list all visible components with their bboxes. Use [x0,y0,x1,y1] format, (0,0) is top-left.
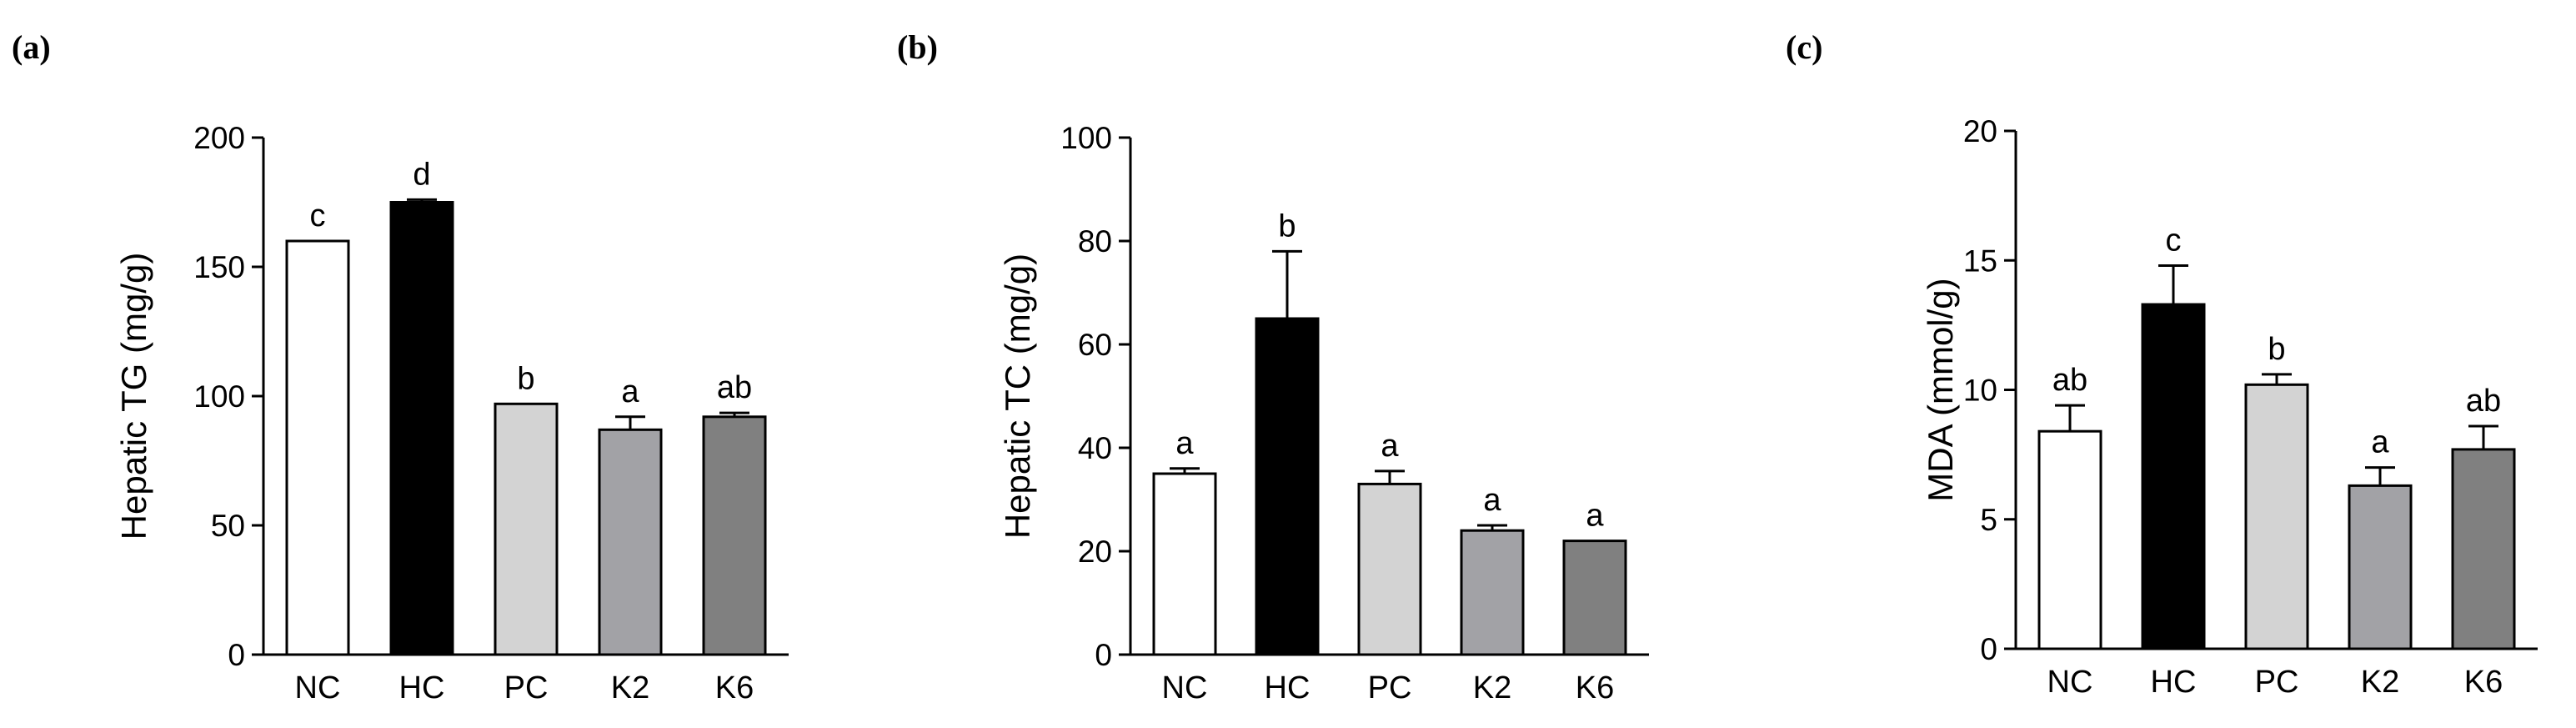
significance-label: b [2268,332,2285,367]
significance-label: ab [2052,363,2087,398]
significance-label: a [621,374,639,409]
y-axis-title: Hepatic TC (mg/g) [998,254,1037,539]
significance-label: ab [717,370,752,405]
y-tick-label: 0 [1980,632,1997,666]
chart-panel-b: (b) 0 20 40 60 80 100 Hepatic TC (mg/g) a NC b HC a P… [897,28,1649,705]
category-label: HC [2151,665,2197,700]
y-tick-label: 20 [1963,114,1997,148]
y-tick-label: 80 [1078,224,1112,259]
panel-label: (a) [12,28,51,66]
y-tick-label: 15 [1963,244,1997,278]
bar-nc [1152,472,1217,656]
chart-panel-a: (a) 0 50 100 150 200 Hepatic TG (mg/g) c NC d HC b P… [12,28,789,705]
y-axis-title: Hepatic TG (mg/g) [114,253,153,540]
significance-label: ab [2466,384,2501,419]
significance-label: c [2166,223,2182,258]
category-label: HC [399,670,445,705]
y-tick-label: 5 [1980,503,1997,537]
panel-label: (b) [897,28,938,66]
category-label: NC [295,670,341,705]
bar-hc [2141,303,2206,650]
category-label: PC [1368,670,1412,705]
bar-k6 [1562,540,1627,656]
y-tick-label: 150 [193,250,245,284]
panel-label: (c) [1786,28,1822,66]
category-label: K6 [715,670,754,705]
y-tick-label: 0 [1095,638,1112,672]
category-label: K2 [611,670,649,705]
bar-k2 [1460,529,1525,656]
category-label: K2 [1473,670,1511,705]
category-label: NC [2047,665,2093,700]
bar-nc [2037,429,2102,650]
y-tick-label: 0 [228,638,245,672]
category-label: K2 [2361,665,2399,700]
bar-k6 [702,415,767,656]
significance-label: a [1483,483,1501,518]
bar-pc [2244,383,2309,650]
bar-nc [285,239,350,656]
category-label: HC [1265,670,1311,705]
y-tick-label: 10 [1963,374,1997,408]
category-label: PC [504,670,549,705]
significance-label: a [1586,499,1604,534]
significance-label: a [1381,429,1399,464]
bar-pc [494,402,559,656]
y-tick-label: 40 [1078,431,1112,465]
bar-k2 [2348,484,2413,650]
significance-label: c [310,198,326,233]
y-tick-label: 50 [211,509,245,543]
y-tick-label: 60 [1078,328,1112,362]
bar-k2 [598,428,663,656]
category-label: K6 [2464,665,2503,700]
significance-label: a [2371,425,2389,460]
y-axis-title: MDA (mmol/g) [1921,278,1960,501]
category-label: K6 [1576,670,1614,705]
y-tick-label: 20 [1078,535,1112,569]
significance-label: d [413,157,430,192]
y-tick-label: 100 [1060,121,1112,155]
y-tick-label: 100 [193,379,245,414]
category-label: NC [1162,670,1208,705]
bar-k6 [2451,448,2516,650]
category-label: PC [2255,665,2299,700]
chart-panel-c: (c) 0 5 10 15 20 MDA (mmol/g) ab NC c HC b PC a K2 ab K6 [1786,28,2538,700]
significance-label: b [517,361,534,396]
significance-label: b [1278,208,1296,244]
bar-hc [389,201,454,656]
y-tick-label: 200 [193,121,245,155]
significance-label: a [1175,426,1194,461]
bar-hc [1255,317,1320,656]
bar-pc [1357,482,1422,656]
